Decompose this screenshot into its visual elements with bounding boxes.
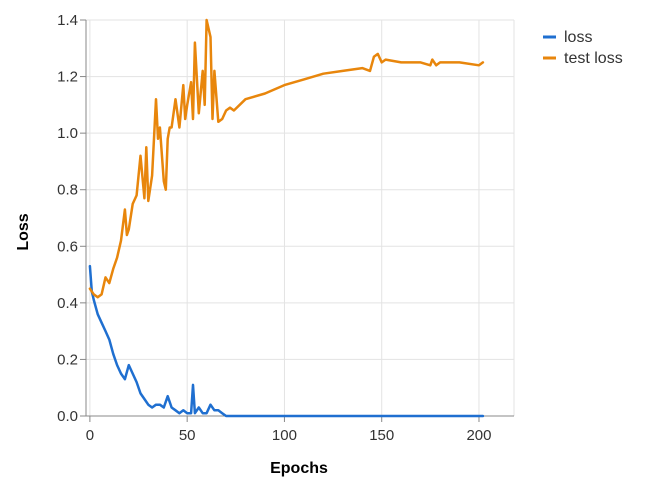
grid-lines [86, 19, 515, 416]
y-tick-label: 1.4 [57, 12, 78, 29]
y-tick-label: 0.2 [57, 351, 78, 368]
x-tick-label: 50 [179, 427, 196, 444]
y-axis-title: Loss [15, 213, 32, 250]
legend-label-loss: loss [564, 29, 592, 46]
x-tick-label: 0 [86, 427, 94, 444]
y-axis-ticks: 0.0 0.2 0.4 0.6 0.8 1.0 1.2 1.4 [57, 12, 86, 425]
x-axis-title: Epochs [270, 460, 328, 477]
x-tick-label: 200 [466, 427, 491, 444]
x-tick-label: 150 [369, 427, 394, 444]
series-lines [88, 18, 485, 418]
y-tick-label: 0.4 [57, 295, 78, 312]
series-line-test-loss [88, 18, 485, 299]
legend: loss test loss [543, 29, 623, 67]
y-tick-label: 0.0 [57, 408, 78, 425]
y-tick-label: 1.2 [57, 69, 78, 86]
series-line-loss [88, 264, 485, 418]
y-tick-label: 0.6 [57, 238, 78, 255]
y-tick-label: 1.0 [57, 125, 78, 142]
x-axis-ticks: 0 50 100 150 200 [86, 416, 491, 444]
y-tick-label: 0.8 [57, 182, 78, 199]
legend-label-test-loss: test loss [564, 50, 623, 67]
x-tick-label: 100 [272, 427, 297, 444]
